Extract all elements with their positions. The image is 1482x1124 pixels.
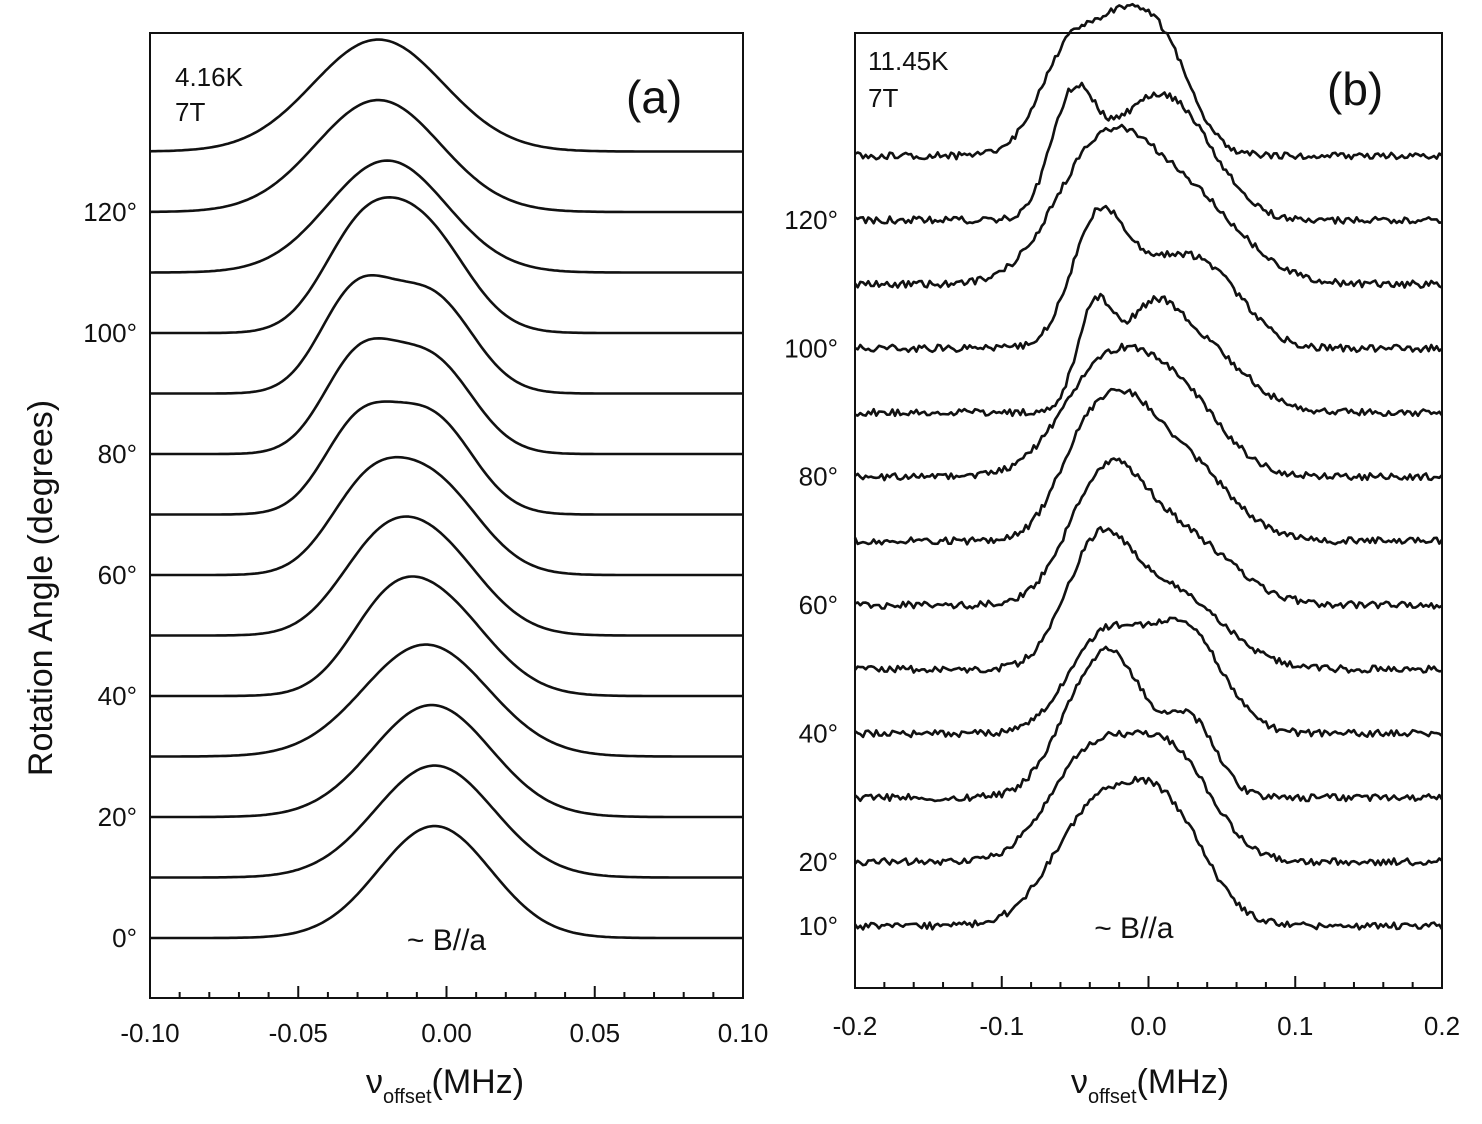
panel-a-trace-0: [150, 824, 743, 940]
panel-a-x-tick-label: 0.10: [718, 1018, 769, 1048]
panel-b-angle-label-80: 80°: [799, 462, 838, 492]
panel-b-angle-labels: 10° 20° 40° 60° 80° 100° 120°: [784, 205, 838, 941]
panel-a-ticks: -0.10 -0.05 0.00 0.05 0.10: [120, 986, 768, 1048]
panel-a-angle-label-120: 120°: [83, 197, 137, 227]
panel-a-temperature: 4.16K: [175, 62, 244, 92]
panel-b-x-tick-label: 0.0: [1130, 1011, 1166, 1041]
panel-b-x-axis-title: νoffset(MHz): [1071, 1063, 1229, 1108]
panel-b-angle-label-60: 60°: [799, 590, 838, 620]
panel-a-angle-label-0: 0°: [112, 923, 137, 953]
panel-b-trace-40: [854, 616, 1443, 739]
panel-b-x-tick-label: -0.1: [979, 1011, 1024, 1041]
panel-a-x-tick-label: 0.05: [569, 1018, 620, 1048]
panel-b-x-tick-label: -0.2: [833, 1011, 878, 1041]
panel-a-angle-labels: 0° 20° 40° 60° 80° 100° 120°: [83, 197, 137, 953]
panel-a-x-axis-symbol: ν: [366, 1063, 383, 1101]
panel-b-angle-label-20: 20°: [799, 847, 838, 877]
panel-a-angle-label-100: 100°: [83, 318, 137, 348]
panel-b-trace-80: [854, 342, 1443, 482]
panel-b-trace-50: [853, 525, 1443, 674]
panel-b-angle-label-120: 120°: [784, 205, 838, 235]
panel-b-x-tick-label: 0.1: [1277, 1011, 1313, 1041]
panel-b-trace-10: [853, 775, 1444, 931]
panel-b-traces: [853, 2, 1444, 931]
panel-a-x-tick-label: -0.10: [120, 1018, 179, 1048]
panel-a-angle-label-80: 80°: [98, 439, 137, 469]
panel-b: -0.2 -0.1 0.0 0.1 0.2 10° 20° 40° 60° 80° 100° 120…: [784, 2, 1460, 1108]
panel-a-trace-120: [149, 98, 743, 214]
panel-b-trace-20: [854, 729, 1443, 867]
panel-a-trace-110: [150, 159, 743, 274]
panel-a-angle-label-60: 60°: [98, 560, 137, 590]
panel-a-trace-90: [150, 273, 743, 395]
panel-a-trace-80: [150, 336, 743, 456]
y-axis-title: Rotation Angle (degrees): [22, 400, 60, 776]
panel-b-trace-100: [854, 204, 1443, 354]
panel-b-trace-30: [854, 645, 1444, 803]
panel-b-x-tick-label: 0.2: [1424, 1011, 1460, 1041]
panel-a-field: 7T: [175, 97, 205, 127]
panel-b-x-axis-subscript: offset: [1088, 1086, 1137, 1108]
panel-a-trace-20: [150, 703, 743, 819]
panel-b-angle-label-40: 40°: [799, 718, 838, 748]
panel-b-trace-60: [854, 457, 1443, 610]
panel-a-angle-label-40: 40°: [98, 681, 137, 711]
panel-a-trace-60: [150, 455, 743, 577]
panel-a: -0.10 -0.05 0.00 0.05 0.10 0° 20° 40° 60° 80° 100…: [83, 32, 768, 1108]
panel-b-angle-label-10: 10°: [799, 911, 838, 941]
panel-b-x-axis-unit: (MHz): [1137, 1063, 1230, 1101]
panel-b-annotation: ~ B//a: [1094, 912, 1174, 945]
panel-a-x-axis-subscript: offset: [383, 1086, 432, 1108]
panel-b-trace-90: [854, 292, 1444, 418]
panel-a-trace-40: [150, 575, 743, 698]
panel-a-trace-10: [150, 764, 743, 879]
panel-a-x-axis-unit: (MHz): [432, 1063, 525, 1101]
panel-a-x-tick-label: 0.00: [421, 1018, 472, 1048]
panel-b-temperature: 11.45K: [868, 46, 949, 76]
panel-b-x-axis-symbol: ν: [1071, 1063, 1088, 1101]
panel-a-annotation: ~ B//a: [407, 924, 487, 957]
panel-b-trace-130: [854, 2, 1443, 161]
panel-b-letter: (b): [1327, 63, 1383, 115]
panel-b-field: 7T: [868, 83, 898, 113]
panel-a-trace-50: [150, 515, 743, 637]
panel-a-trace-70: [150, 400, 743, 516]
panel-a-trace-30: [150, 643, 743, 758]
panel-b-ticks: -0.2 -0.1 0.0 0.1 0.2: [833, 976, 1460, 1041]
panel-b-trace-70: [853, 387, 1444, 546]
panel-a-trace-100: [150, 196, 743, 335]
panel-a-trace-130: [149, 38, 743, 153]
panel-a-letter: (a): [626, 71, 682, 123]
panel-a-x-axis-title: νoffset(MHz): [366, 1063, 524, 1108]
panel-b-trace-120: [854, 81, 1443, 225]
panel-a-angle-label-20: 20°: [98, 802, 137, 832]
panel-b-angle-label-100: 100°: [784, 333, 838, 363]
panel-a-x-tick-label: -0.05: [269, 1018, 328, 1048]
panel-a-traces: [149, 38, 743, 940]
panel-b-trace-110: [853, 123, 1443, 289]
